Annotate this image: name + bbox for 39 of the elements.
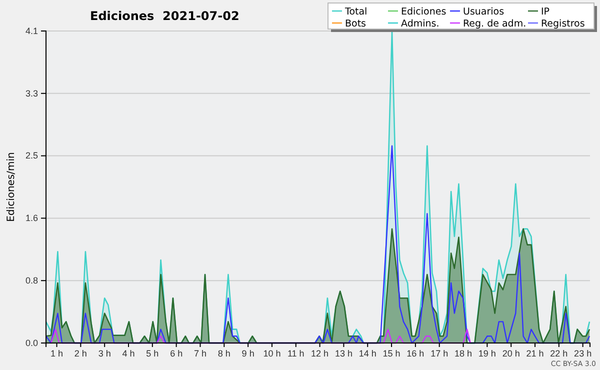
- x-tick-label: 9 h: [242, 348, 254, 358]
- legend-label: Reg. de adm.: [463, 18, 526, 30]
- legend-label: Admins.: [401, 18, 440, 30]
- y-tick-label: 1.6: [25, 213, 38, 224]
- x-tick-label: 20 h: [502, 348, 520, 358]
- x-tick-label: 15 h: [382, 348, 400, 358]
- legend-label: Registros: [541, 18, 585, 30]
- x-tick-label: 7 h: [194, 348, 206, 358]
- x-tick-label: 4 h: [122, 348, 135, 358]
- x-tick-label: 22 h: [550, 348, 568, 358]
- legend-label: IP: [541, 6, 550, 18]
- x-tick-label: 12 h: [311, 348, 329, 358]
- y-tick-label: 3.3: [25, 88, 38, 98]
- y-axis-title: Ediciones/min: [6, 152, 17, 222]
- x-tick-label: 23 h: [574, 348, 592, 358]
- x-tick-label: 11 h: [287, 348, 304, 358]
- x-tick-label: 19 h: [478, 348, 496, 358]
- x-tick-label: 1 h: [50, 348, 64, 358]
- x-tick-label: 18 h: [454, 348, 472, 358]
- x-tick-label: 13 h: [334, 348, 352, 358]
- x-tick-label: 5 h: [146, 348, 159, 358]
- legend-label: Bots: [345, 18, 366, 30]
- x-tick-label: 16 h: [406, 348, 424, 358]
- legend-label: Total: [344, 6, 368, 18]
- x-tick-label: 14 h: [358, 348, 376, 358]
- x-tick-label: 8 h: [218, 348, 230, 358]
- chart-title: Ediciones 2021-07-02: [90, 9, 240, 23]
- y-tick-label: 0.0: [25, 338, 38, 348]
- x-tick-label: 17 h: [430, 348, 448, 358]
- x-tick-label: 6 h: [170, 348, 183, 358]
- x-tick-label: 21 h: [526, 348, 544, 358]
- x-tick-label: 3 h: [98, 348, 111, 358]
- legend-label: Ediciones: [401, 6, 446, 18]
- y-tick-label: 0.8: [25, 275, 38, 286]
- x-tick-label: 10 h: [263, 348, 281, 358]
- y-tick-label: 2.5: [25, 150, 38, 161]
- y-tick-label: 4.1: [25, 26, 38, 36]
- x-tick-label: 2 h: [74, 348, 87, 358]
- legend-label: Usuarios: [463, 6, 504, 18]
